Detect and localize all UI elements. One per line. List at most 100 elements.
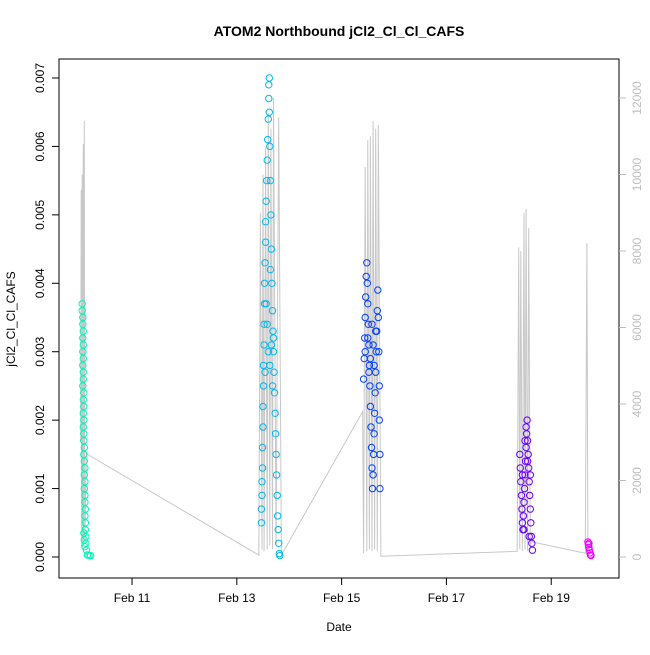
y2-tick-label: 6000 xyxy=(630,314,644,341)
data-point xyxy=(274,525,282,534)
data-point xyxy=(517,478,525,486)
data-point xyxy=(259,382,268,390)
data-point xyxy=(79,334,87,342)
data-point xyxy=(275,539,283,547)
y-tick-label: 0.003 xyxy=(33,336,47,366)
data-point xyxy=(268,382,277,390)
data-point xyxy=(265,94,273,103)
y-tick-label: 0.001 xyxy=(33,473,47,503)
data-point xyxy=(81,491,89,500)
data-point xyxy=(374,286,382,294)
x-tick-label: Feb 13 xyxy=(218,591,256,605)
y2-tick-label: 8000 xyxy=(630,237,644,264)
chart-title: ATOM2 Northbound jCl2_Cl_Cl_CAFS xyxy=(214,23,465,39)
x-tick-label: Feb 11 xyxy=(114,591,151,605)
data-point xyxy=(271,409,279,417)
data-point xyxy=(79,395,88,404)
data-point xyxy=(371,389,379,397)
y-tick-label: 0.006 xyxy=(33,131,47,161)
data-point xyxy=(265,74,273,82)
y-axis-label: jCl2_Cl_Cl_CAFS xyxy=(4,271,18,367)
data-point xyxy=(266,265,275,274)
data-point xyxy=(269,348,278,356)
data-point xyxy=(270,389,279,397)
y-tick-label: 0.000 xyxy=(33,542,47,572)
series-group xyxy=(584,538,595,560)
data-point xyxy=(522,443,530,452)
x-tick-label: Feb 17 xyxy=(428,591,466,605)
y2-tick-label: 12000 xyxy=(630,81,644,115)
data-point xyxy=(81,512,89,520)
data-point xyxy=(81,525,90,534)
data-point xyxy=(528,539,536,547)
y2-tick-label: 2000 xyxy=(630,467,644,494)
data-point xyxy=(523,437,532,445)
data-point xyxy=(375,382,383,390)
data-point xyxy=(261,238,270,246)
x-tick-label: Feb 15 xyxy=(323,591,361,605)
series-group xyxy=(516,416,537,554)
data-point xyxy=(367,443,376,452)
data-point xyxy=(261,368,269,376)
data-point xyxy=(262,300,270,308)
data-point xyxy=(276,551,284,560)
data-point xyxy=(585,539,593,547)
data-point xyxy=(267,341,276,349)
data-point xyxy=(274,512,282,520)
data-point xyxy=(259,423,267,431)
data-point xyxy=(266,176,275,185)
data-point xyxy=(81,464,89,472)
data-point xyxy=(266,142,274,151)
x-axis-label: Date xyxy=(326,620,352,634)
data-point xyxy=(370,409,379,417)
data-point xyxy=(258,478,266,486)
y-tick-label: 0.002 xyxy=(33,405,47,435)
data-point xyxy=(362,293,370,301)
series-group xyxy=(359,259,384,493)
data-point xyxy=(367,423,375,431)
data-point xyxy=(366,354,375,363)
data-point xyxy=(260,320,268,328)
data-point xyxy=(373,307,381,315)
data-point xyxy=(362,272,370,281)
data-point xyxy=(264,135,272,144)
data-point xyxy=(260,341,268,349)
data-point xyxy=(521,471,529,479)
data-point xyxy=(527,519,535,527)
data-point xyxy=(267,211,275,219)
data-point xyxy=(516,464,524,472)
data-point xyxy=(265,108,273,116)
data-point xyxy=(269,334,278,342)
axes-layer: Feb 11 Feb 13 Feb 15 Feb 17 Feb 19 0.000 0.001… xyxy=(33,63,644,605)
data-point xyxy=(365,368,373,376)
data-point xyxy=(372,327,380,335)
data-point xyxy=(272,471,281,479)
secondary-series-line xyxy=(80,97,590,557)
data-point xyxy=(526,505,534,513)
data-point xyxy=(258,491,266,500)
data-point xyxy=(366,382,374,390)
data-point xyxy=(359,375,368,383)
data-point xyxy=(368,464,376,472)
data-point xyxy=(264,348,272,356)
data-point xyxy=(80,529,88,537)
data-point xyxy=(368,484,377,493)
data-point xyxy=(267,245,276,253)
data-point xyxy=(365,341,373,349)
data-point xyxy=(518,505,526,513)
data-point xyxy=(363,259,371,267)
data-point xyxy=(587,551,595,560)
data-point xyxy=(81,543,89,551)
data-point xyxy=(361,334,369,342)
data-point xyxy=(262,197,270,205)
data-point xyxy=(263,156,271,164)
data-point xyxy=(518,471,527,479)
data-point xyxy=(376,450,384,459)
data-point xyxy=(272,450,280,459)
data-point xyxy=(270,368,278,376)
y2-tick-label: 10000 xyxy=(630,157,644,191)
data-point xyxy=(81,478,89,486)
data-point xyxy=(363,279,371,287)
data-point xyxy=(374,313,382,322)
